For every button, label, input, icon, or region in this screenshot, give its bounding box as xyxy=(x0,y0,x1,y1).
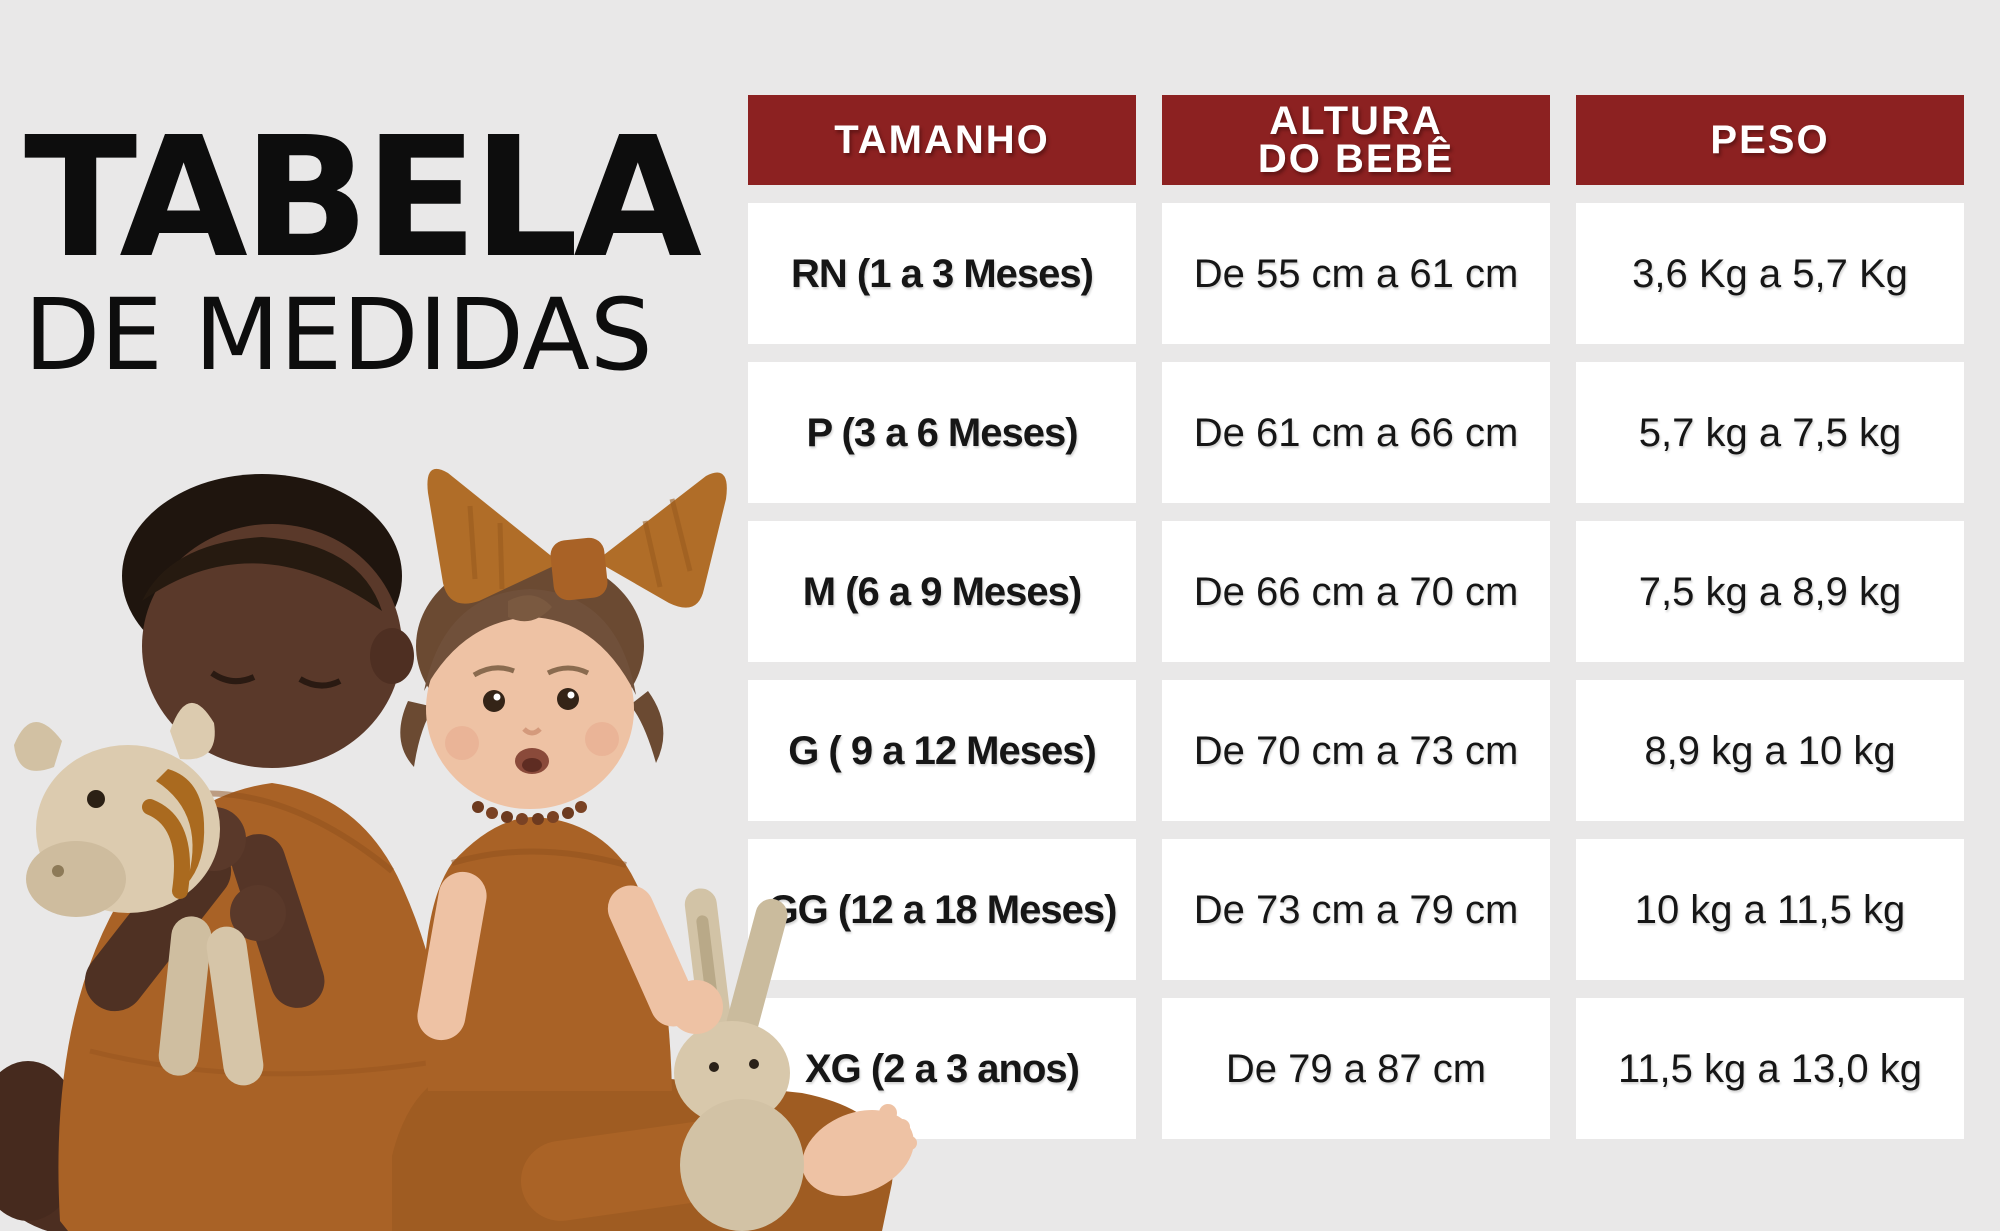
weight-cell-row2: 5,7 kg a 7,5 kg xyxy=(1576,362,1964,503)
header-altura-do-bebe: ALTURA DO BEBÊ xyxy=(1162,95,1550,185)
size-cell-row5: GG (12 a 18 Meses) xyxy=(748,839,1136,980)
plush-horse xyxy=(14,702,264,1086)
size-table: TAMANHO ALTURA DO BEBÊ PESO RN (1 a 3 Me… xyxy=(748,95,1964,1139)
header-peso: PESO xyxy=(1576,95,1964,185)
header-tamanho: TAMANHO xyxy=(748,95,1136,185)
babies-photo xyxy=(0,468,917,1231)
weight-cell-row4: 8,9 kg a 10 kg xyxy=(1576,680,1964,821)
plush-bunny xyxy=(669,888,804,1231)
weight-cell-row3: 7,5 kg a 8,9 kg xyxy=(1576,521,1964,662)
height-cell-row3: De 66 cm a 70 cm xyxy=(1162,521,1550,662)
title-line-2: DE MEDIDAS xyxy=(24,278,653,393)
height-cell-row6: De 79 a 87 cm xyxy=(1162,998,1550,1139)
height-cell-row2: De 61 cm a 66 cm xyxy=(1162,362,1550,503)
header-altura-line2: DO BEBÊ xyxy=(1257,137,1455,181)
page-title: TABELA DE MEDIDAS xyxy=(24,102,702,393)
hair-bow xyxy=(427,468,727,608)
baby-girl-figure xyxy=(392,468,917,1231)
size-cell-row2: P (3 a 6 Meses) xyxy=(748,362,1136,503)
header-tamanho-line1: TAMANHO xyxy=(834,118,1050,162)
weight-cell-row5: 10 kg a 11,5 kg xyxy=(1576,839,1964,980)
height-cell-row1: De 55 cm a 61 cm xyxy=(1162,203,1550,344)
size-cell-row1: RN (1 a 3 Meses) xyxy=(748,203,1136,344)
size-cell-row4: G ( 9 a 12 Meses) xyxy=(748,680,1136,821)
header-peso-line1: PESO xyxy=(1710,118,1830,162)
height-cell-row4: De 70 cm a 73 cm xyxy=(1162,680,1550,821)
weight-cell-row1: 3,6 Kg a 5,7 Kg xyxy=(1576,203,1964,344)
height-cell-row5: De 73 cm a 79 cm xyxy=(1162,839,1550,980)
weight-cell-row6: 11,5 kg a 13,0 kg xyxy=(1576,998,1964,1139)
size-cell-row3: M (6 a 9 Meses) xyxy=(748,521,1136,662)
header-altura-line1: ALTURA xyxy=(1269,99,1443,143)
title-line-1: TABELA xyxy=(24,102,702,295)
